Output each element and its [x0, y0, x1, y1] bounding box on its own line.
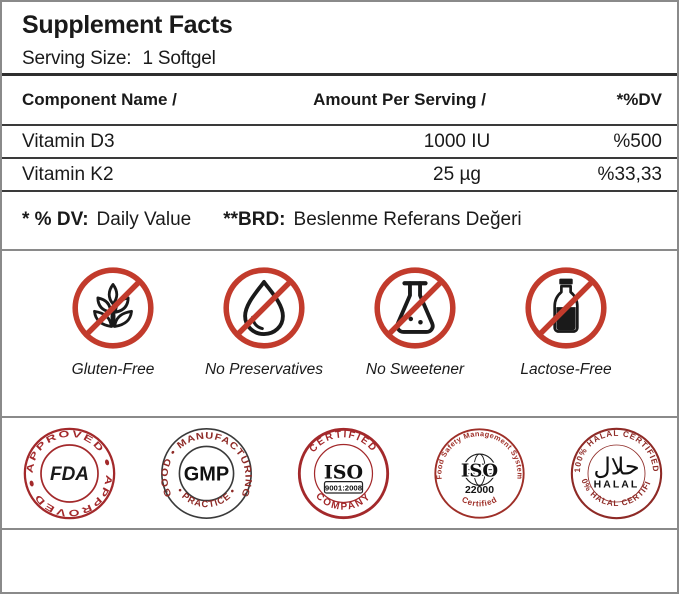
title-block: Supplement Facts Serving Size: 1 Softgel	[2, 2, 677, 76]
component-dv: %33,33	[597, 163, 662, 185]
iso-22000-center-text: ISO	[461, 460, 498, 481]
serving-size-value: 1 Softgel	[142, 48, 216, 69]
free-from-label: No Preservatives	[204, 361, 323, 378]
fda-approved-badge: APPROVED ● APPROVED ● FDA	[22, 426, 117, 521]
iso-9001-icon: CERTIFIED COMPANY ISO 9001:2008	[297, 427, 389, 519]
iso-22000-badge: Food Safety Management System Certified …	[432, 426, 527, 521]
free-from-section: Gluten-Free No Preservatives No Sweetene…	[2, 251, 677, 418]
component-amount: 25 µg	[433, 163, 481, 185]
component-amount: 1000 IU	[423, 130, 491, 152]
header-dv: *%DV	[616, 90, 662, 109]
serving-size-label: Serving Size:	[22, 48, 132, 69]
iso-9001-sub-text: 9001:2008	[324, 483, 362, 492]
svg-text:COMPANY: COMPANY	[313, 490, 373, 512]
iso-9001-center-text: ISO	[323, 461, 362, 483]
free-from-label: Lactose-Free	[520, 361, 612, 378]
table-row: Vitamin K2 25 µg %33,33	[2, 159, 677, 192]
footnote-term: **BRD:	[223, 208, 286, 230]
gmp-center-text: GMP	[184, 463, 229, 485]
svg-text:Certified: Certified	[461, 495, 499, 508]
globe-icon	[463, 452, 496, 486]
milk-bottle-icon	[525, 267, 607, 349]
fda-center-text: FDA	[50, 464, 89, 485]
component-dv: %500	[613, 130, 662, 152]
serving-size: Serving Size: 1 Softgel	[22, 48, 677, 70]
component-name: Vitamin D3	[22, 130, 115, 152]
footnotes: * % DV: Daily Value **BRD: Beslenme Refe…	[2, 192, 677, 247]
wheat-icon	[72, 267, 154, 349]
free-from-item: Gluten-Free	[38, 266, 188, 416]
halal-latin-text: HALAL	[594, 479, 640, 490]
component-name: Vitamin K2	[22, 163, 114, 185]
footnote-definition: Daily Value	[96, 208, 192, 230]
footnote-definition: Beslenme Referans Değeri	[293, 208, 522, 230]
iso-9001-arc-top: CERTIFIED	[307, 429, 377, 455]
free-from-item: Lactose-Free	[491, 266, 641, 416]
svg-text:CERTIFIED: CERTIFIED	[307, 429, 379, 455]
iso-9001-badge: CERTIFIED COMPANY ISO 9001:2008	[296, 426, 391, 521]
iso-22000-sub-text: 22000	[465, 484, 494, 495]
fda-approved-icon: APPROVED ● APPROVED ● FDA	[23, 427, 116, 519]
free-from-item: No Sweetener	[340, 266, 490, 416]
halal-arabic-text: حلال	[593, 452, 639, 480]
header-component-name: Component Name /	[22, 90, 177, 109]
supplement-facts-panel: Supplement Facts Serving Size: 1 Softgel…	[2, 2, 677, 251]
halal-icon: 100% HALAL CERTIFIED 100% HALAL CERTIFIE…	[569, 426, 663, 519]
svg-text:• PRACTICE •: • PRACTICE •	[175, 486, 238, 509]
droplet-icon	[223, 267, 305, 349]
free-from-item: No Preservatives	[189, 266, 339, 416]
table-header-row: Component Name / Amount Per Serving / *%…	[2, 76, 677, 126]
gmp-arc-bottom: • PRACTICE •	[175, 486, 237, 509]
iso-22000-icon: Food Safety Management System Certified …	[434, 427, 525, 519]
flask-icon	[374, 267, 456, 349]
gmp-badge: GOOD • MANUFACTURING • PRACTICE • GMP	[159, 426, 254, 521]
certifications-section: APPROVED ● APPROVED ● FDA GOOD • MANUFAC…	[2, 418, 677, 530]
free-from-label: No Sweetener	[365, 361, 465, 378]
table-row: Vitamin D3 1000 IU %500	[2, 126, 677, 159]
iso-9001-arc-bottom: COMPANY	[313, 490, 371, 512]
free-from-label: Gluten-Free	[71, 361, 155, 378]
page-title: Supplement Facts	[22, 11, 233, 39]
header-amount-per-serving: Amount Per Serving /	[313, 90, 486, 109]
footnote-term: * % DV:	[22, 208, 89, 230]
iso-22000-arc-bottom: Certified	[461, 495, 499, 508]
bottom-spacer	[2, 530, 677, 588]
halal-badge: 100% HALAL CERTIFIED 100% HALAL CERTIFIE…	[569, 426, 664, 521]
gmp-icon: GOOD • MANUFACTURING • PRACTICE • GMP	[159, 427, 253, 519]
